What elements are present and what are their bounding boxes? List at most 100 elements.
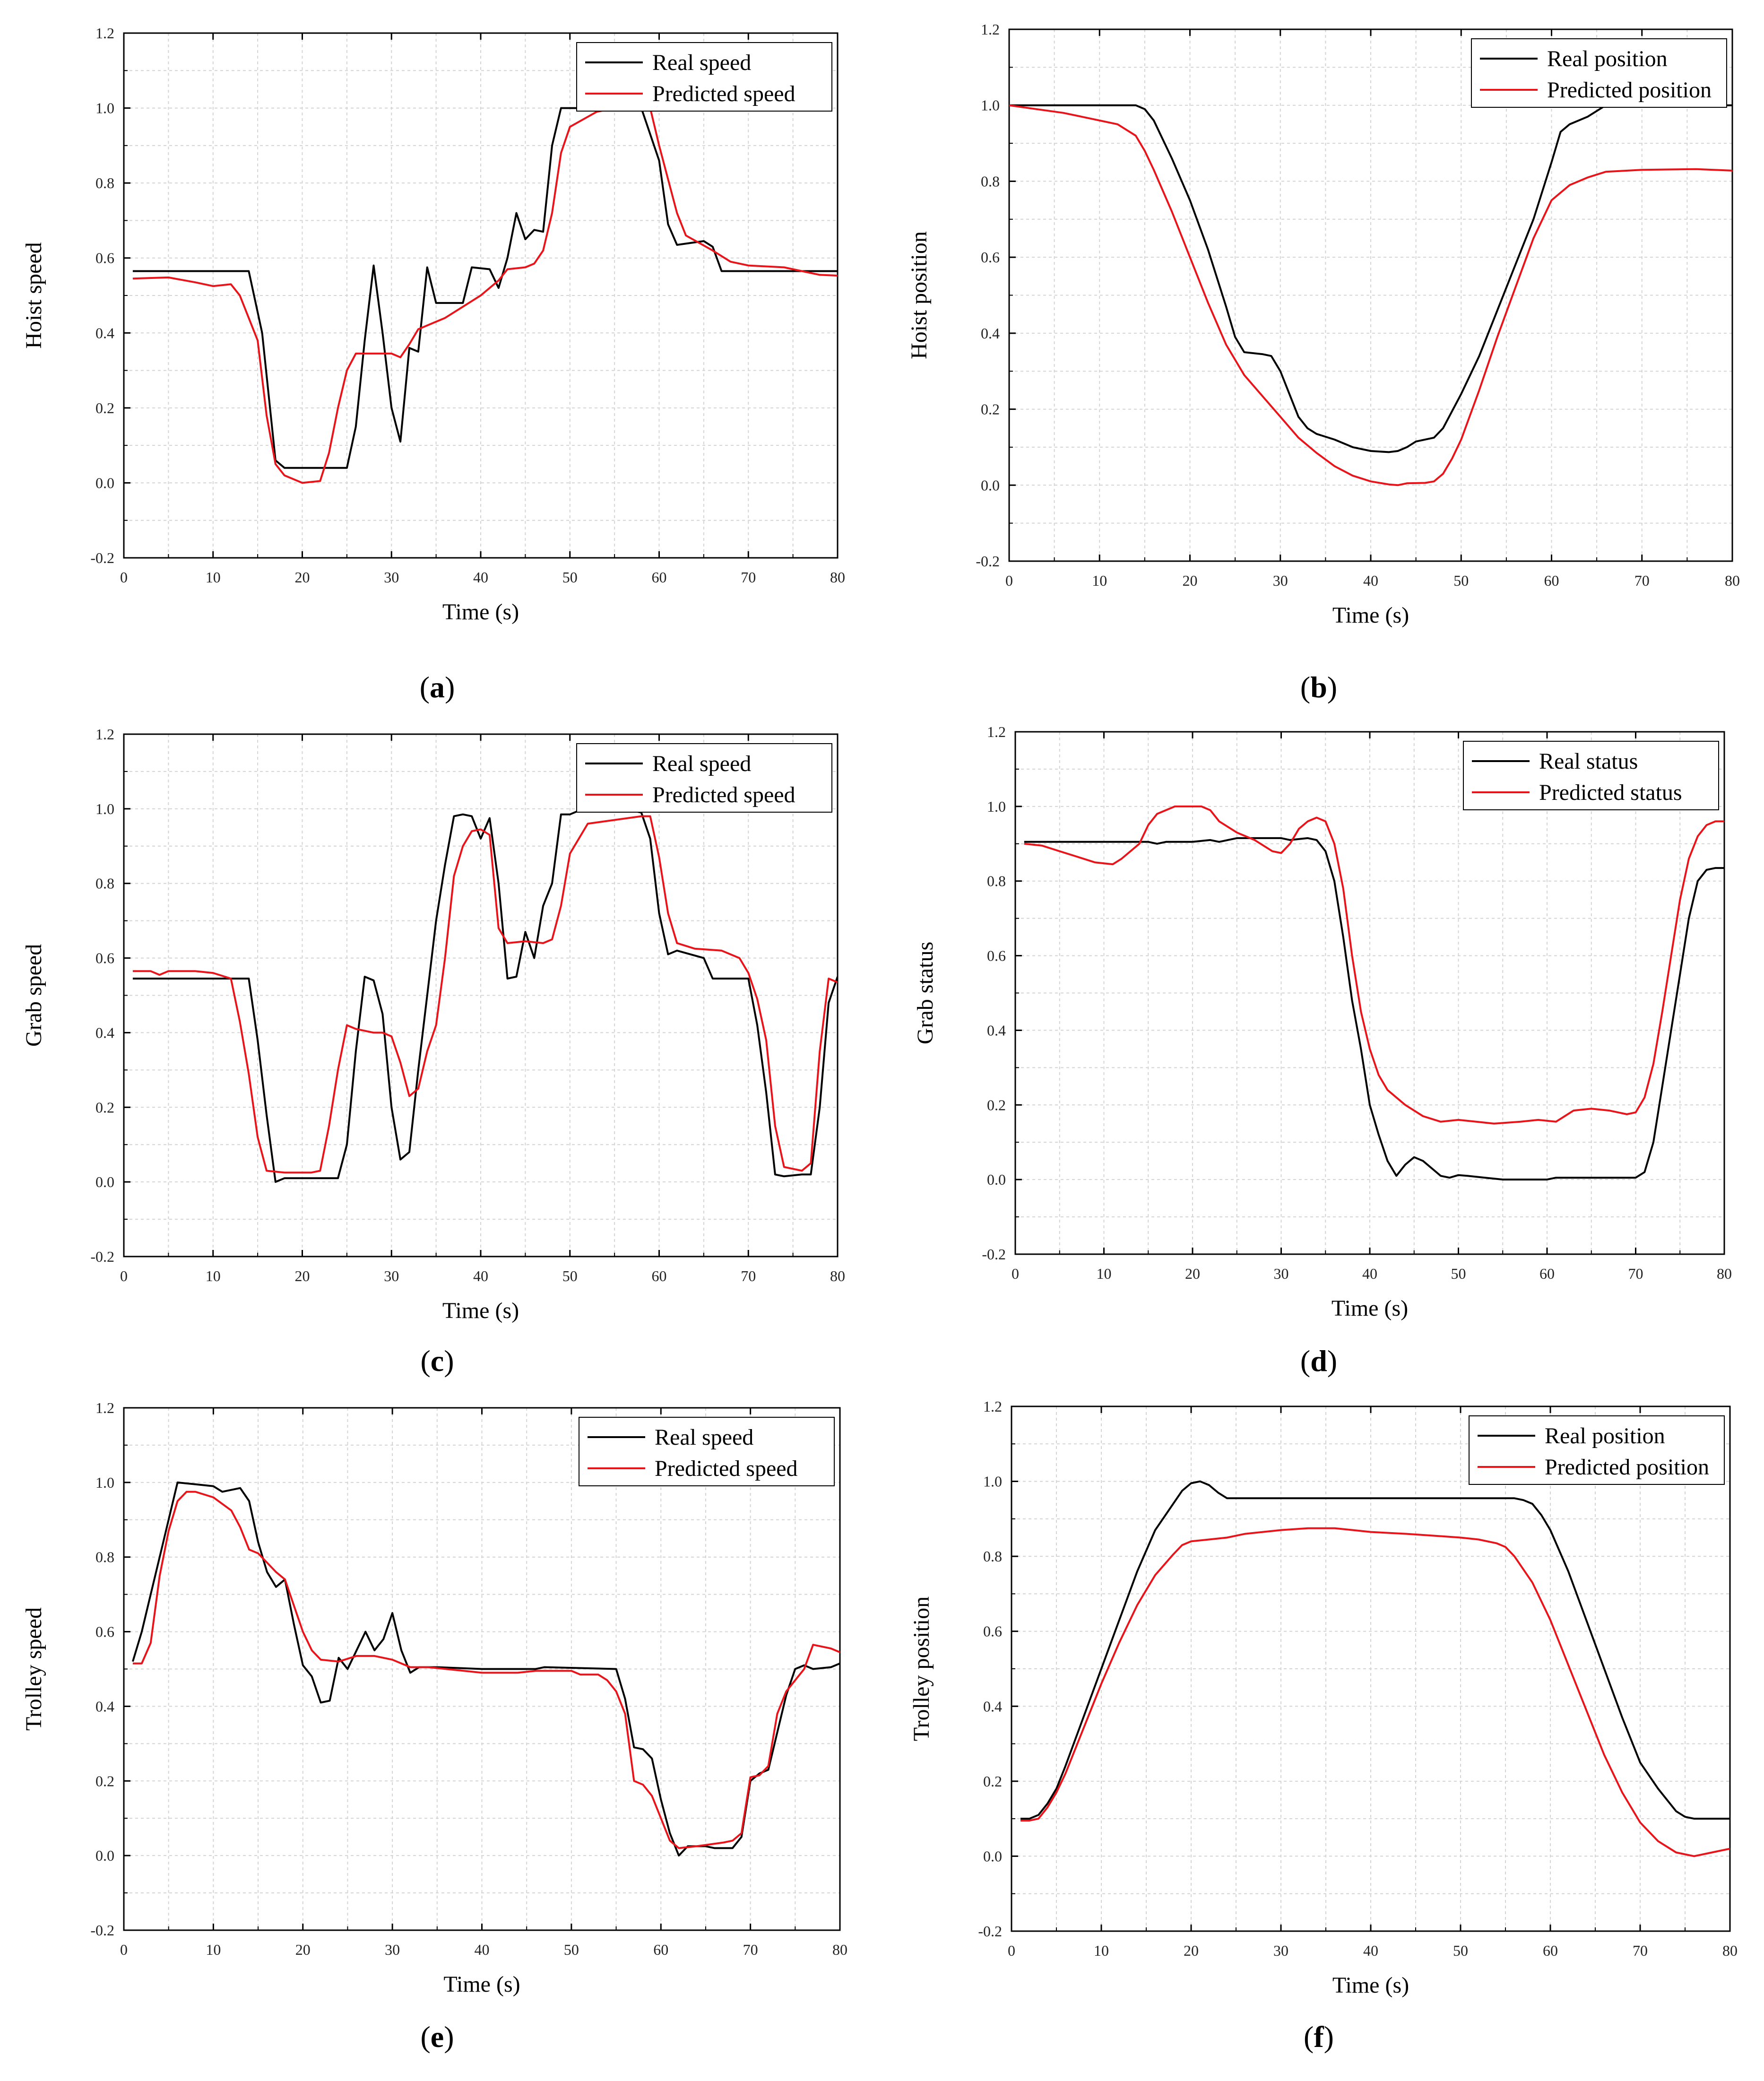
- y-axis-label: Hoist position: [907, 231, 932, 359]
- y-tick-label: 0.2: [95, 399, 114, 416]
- legend-label: Real status: [1539, 749, 1638, 774]
- x-tick-label: 40: [473, 1267, 488, 1284]
- legend-label: Predicted position: [1547, 78, 1712, 103]
- y-tick-label: 1.0: [983, 1473, 1002, 1490]
- series-line-predicted: [132, 1491, 840, 1849]
- x-tick-label: 40: [473, 569, 488, 586]
- y-tick-label: 1.0: [95, 800, 114, 817]
- y-tick-label: 0.8: [95, 875, 114, 892]
- x-tick-label: 60: [1539, 1265, 1555, 1282]
- y-tick-label: -0.2: [978, 1923, 1002, 1940]
- x-tick-label: 70: [741, 1267, 756, 1284]
- x-tick-label: 70: [743, 1941, 758, 1958]
- y-tick-label: 0.6: [95, 250, 114, 267]
- y-tick-label: 0.6: [983, 1623, 1002, 1640]
- x-tick-label: 0: [120, 569, 128, 586]
- series-line-predicted: [132, 107, 838, 484]
- x-tick-label: 30: [385, 1941, 400, 1958]
- x-tick-label: 30: [384, 1267, 399, 1284]
- x-tick-label: 0: [120, 1267, 128, 1284]
- x-tick-label: 30: [1273, 1942, 1288, 1959]
- x-axis-label: Time (s): [442, 599, 519, 624]
- x-tick-label: 0: [1005, 572, 1013, 589]
- x-tick-label: 0: [1008, 1942, 1015, 1959]
- y-tick-label: 0.4: [981, 325, 1000, 342]
- series-line-real: [132, 107, 838, 469]
- y-tick-label: 0.0: [981, 477, 1000, 494]
- y-tick-label: 0.0: [95, 474, 114, 491]
- y-tick-label: 0.6: [987, 947, 1006, 964]
- y-tick-label: 0.8: [987, 873, 1006, 890]
- y-tick-label: 0.4: [983, 1698, 1002, 1715]
- x-tick-label: 70: [1633, 1942, 1648, 1959]
- x-tick-label: 50: [1453, 1942, 1468, 1959]
- legend-label: Real position: [1547, 46, 1668, 71]
- panel-caption: (e): [420, 2020, 454, 2054]
- y-axis-label: Grab speed: [21, 944, 46, 1047]
- legend-box: [576, 743, 832, 813]
- x-axis-label: Time (s): [1332, 603, 1409, 628]
- y-tick-label: -0.2: [976, 553, 1000, 570]
- y-tick-label: 0.0: [95, 1173, 114, 1190]
- x-axis-label: Time (s): [1332, 1973, 1409, 1998]
- y-tick-label: 1.2: [95, 1399, 114, 1416]
- y-tick-label: 0.6: [981, 249, 1000, 266]
- x-tick-label: 60: [652, 1267, 667, 1284]
- x-tick-label: 60: [652, 569, 667, 586]
- x-tick-label: 80: [830, 1267, 845, 1284]
- legend-label: Real position: [1545, 1423, 1665, 1448]
- y-tick-label: 0.2: [987, 1096, 1006, 1113]
- y-tick-label: -0.2: [90, 549, 114, 566]
- x-tick-label: 30: [1273, 572, 1288, 589]
- y-tick-label: 0.4: [95, 1024, 114, 1041]
- x-tick-label: 20: [1183, 572, 1198, 589]
- y-tick-label: 0.2: [983, 1773, 1002, 1790]
- legend-box: [1469, 1415, 1725, 1485]
- x-tick-label: 80: [1722, 1942, 1738, 1959]
- y-tick-label: -0.2: [90, 1248, 114, 1265]
- x-tick-label: 60: [1543, 1942, 1558, 1959]
- x-tick-label: 50: [1451, 1265, 1466, 1282]
- y-tick-label: 0.4: [95, 1698, 114, 1715]
- legend-label: Real speed: [652, 50, 751, 75]
- x-tick-label: 40: [1363, 1942, 1378, 1959]
- series-line-real: [1024, 837, 1724, 1181]
- legend-label: Predicted speed: [655, 1456, 798, 1481]
- legend-label: Real speed: [655, 1425, 753, 1450]
- series-line-real: [1020, 1480, 1730, 1820]
- y-tick-label: 0.8: [981, 173, 1000, 190]
- chart-a: 0 10 20 30 40 50 60 70 80 -0.2 0.0 0.2 0.4 0.6 0.8 1.0 1…: [21, 25, 845, 704]
- y-tick-label: 1.2: [981, 21, 1000, 38]
- y-tick-label: 0.6: [95, 1623, 114, 1640]
- panel-caption: (d): [1300, 1344, 1337, 1378]
- x-tick-label: 10: [1097, 1265, 1112, 1282]
- chart-f: 0 10 20 30 40 50 60 70 80 -0.2 0.0 0.2 0.4 0.6 0.8 1.0 1…: [909, 1398, 1738, 2054]
- y-tick-label: -0.2: [982, 1246, 1006, 1263]
- x-tick-label: 50: [562, 1267, 578, 1284]
- x-tick-label: 20: [295, 1267, 310, 1284]
- y-tick-label: 1.2: [95, 25, 114, 42]
- y-tick-label: 1.0: [981, 97, 1000, 114]
- x-axis-label: Time (s): [1332, 1296, 1408, 1321]
- x-tick-label: 50: [564, 1941, 579, 1958]
- x-tick-label: 30: [384, 569, 399, 586]
- series-line-predicted: [1024, 805, 1724, 1125]
- y-tick-label: 1.0: [987, 798, 1006, 815]
- x-tick-label: 80: [1717, 1265, 1732, 1282]
- series-line-real: [1009, 104, 1732, 453]
- legend-label: Predicted speed: [652, 81, 796, 106]
- x-tick-label: 10: [206, 1267, 221, 1284]
- x-tick-label: 50: [562, 569, 578, 586]
- series-line-predicted: [132, 815, 838, 1174]
- legend-label: Predicted status: [1539, 780, 1682, 805]
- y-tick-label: 0.2: [95, 1772, 114, 1789]
- x-tick-label: 10: [1092, 572, 1107, 589]
- y-tick-label: 0.8: [983, 1548, 1002, 1565]
- y-tick-label: 0.8: [95, 174, 114, 191]
- x-tick-label: 20: [1184, 1942, 1199, 1959]
- legend-box: [1471, 38, 1727, 108]
- series-line-real: [132, 809, 838, 1183]
- x-tick-label: 50: [1453, 572, 1469, 589]
- y-tick-label: 1.2: [95, 726, 114, 743]
